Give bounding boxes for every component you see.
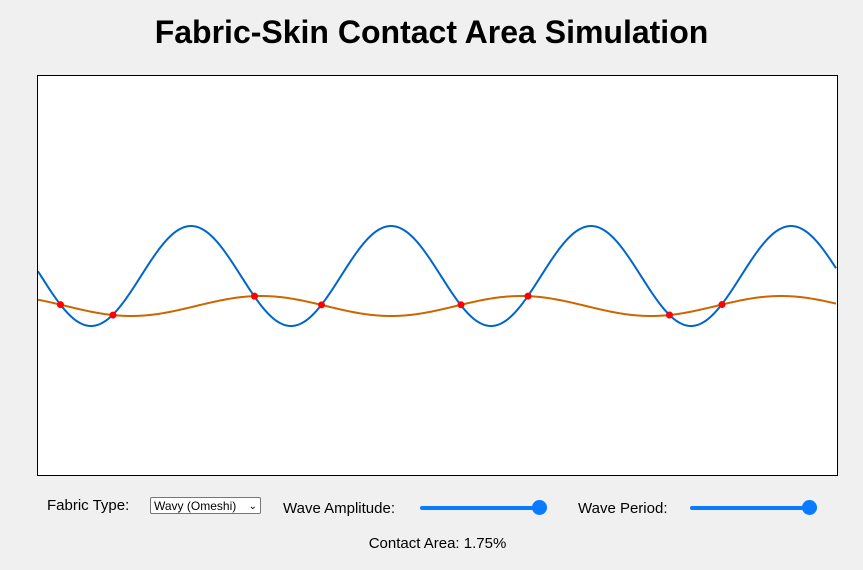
slider-track	[690, 506, 817, 510]
fabric-type-label: Fabric Type:	[47, 497, 130, 514]
contact-area-readout: Contact Area: 1.75%	[368, 535, 507, 552]
slider-thumb[interactable]	[532, 500, 547, 515]
skin-wave	[38, 295, 837, 317]
contact-points	[57, 292, 726, 319]
fabric-type-value: Wavy (Omeshi)	[154, 499, 237, 513]
wave-period-label: Wave Period:	[578, 500, 668, 517]
contact-point	[109, 311, 117, 319]
controls-bar: Fabric Type: Wavy (Omeshi) ⌄ Wave Amplit…	[0, 494, 863, 524]
contact-point	[524, 292, 532, 300]
contact-point	[318, 301, 325, 309]
contact-point	[718, 301, 726, 309]
wave-amplitude-slider[interactable]	[420, 500, 547, 516]
fabric-wave	[38, 225, 837, 327]
chevron-down-icon: ⌄	[248, 501, 257, 512]
contact-point	[666, 311, 673, 319]
simulation-plot	[38, 225, 837, 327]
contact-point	[57, 301, 64, 309]
slider-thumb[interactable]	[802, 500, 817, 515]
contact-point	[457, 301, 465, 309]
page-title: Fabric-Skin Contact Area Simulation	[154, 14, 709, 50]
wave-amplitude-label: Wave Amplitude:	[283, 500, 395, 517]
simulation-canvas	[37, 75, 838, 476]
fabric-type-select[interactable]: Wavy (Omeshi) ⌄	[150, 497, 261, 514]
slider-track	[420, 506, 547, 510]
wave-period-slider[interactable]	[690, 500, 817, 516]
contact-point	[251, 292, 258, 300]
